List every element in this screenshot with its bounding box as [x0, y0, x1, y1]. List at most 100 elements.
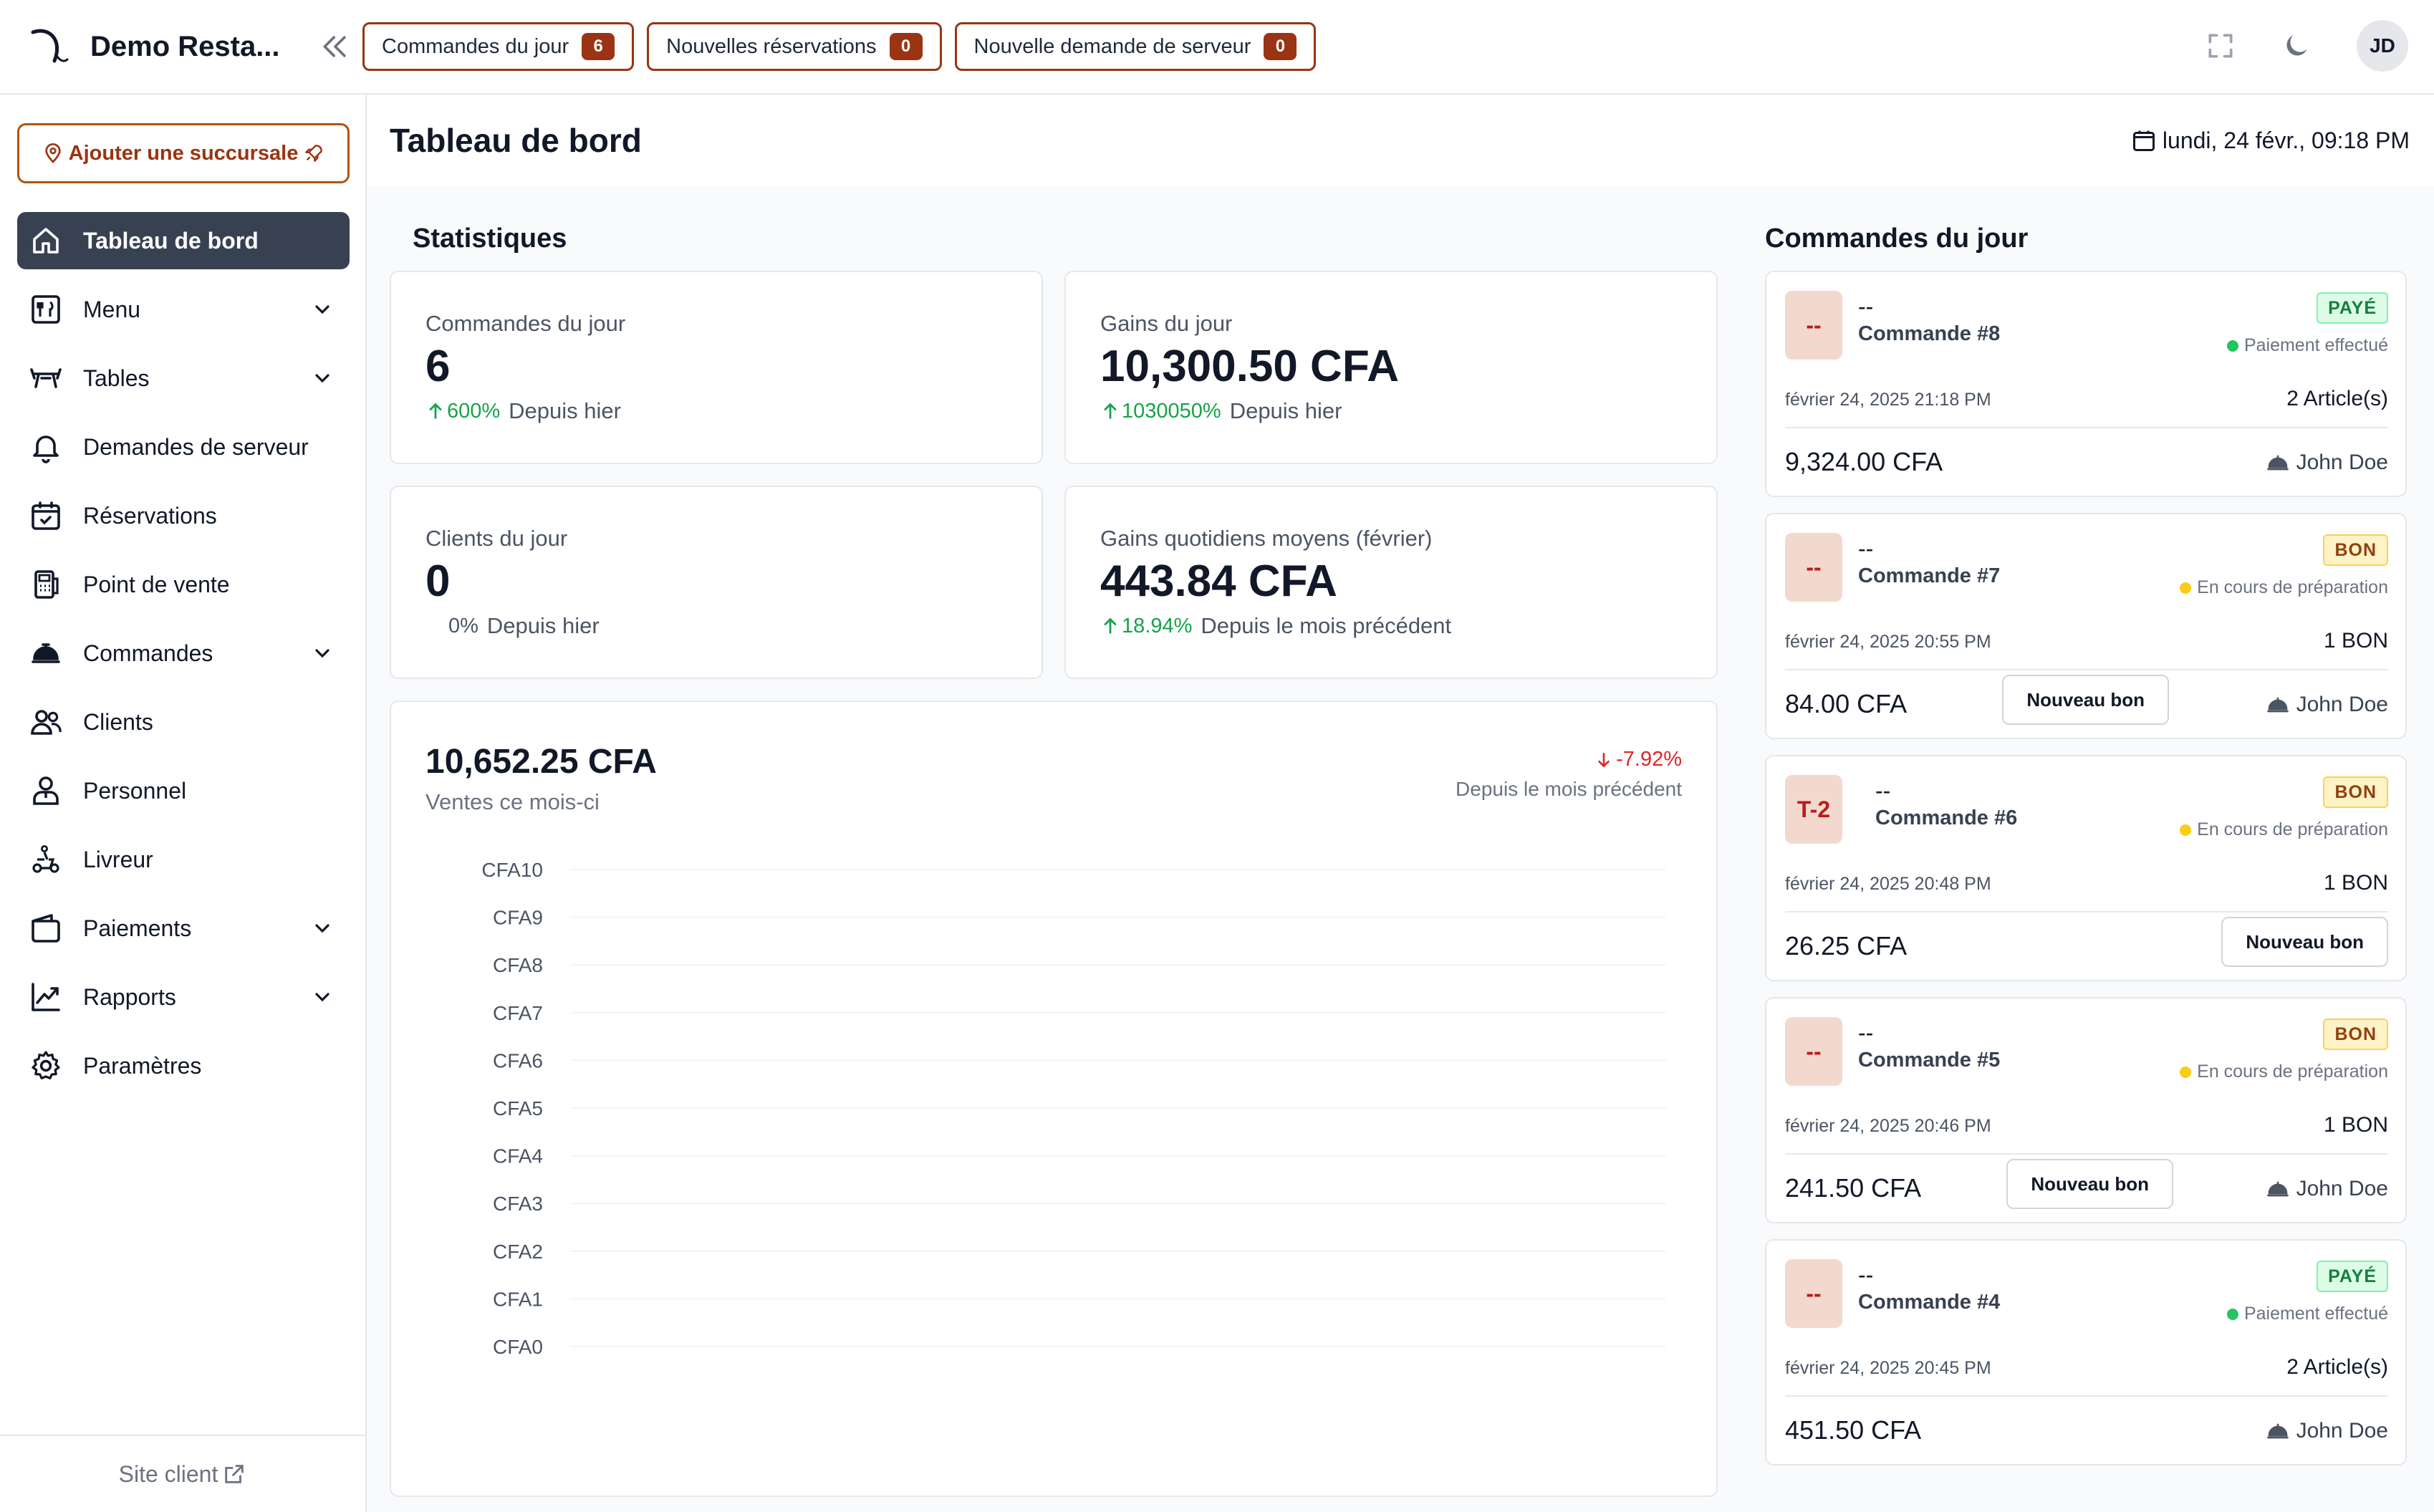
top-bar: Demo Resta... Commandes du jour 6 Nouvel…: [0, 0, 2434, 95]
table-icon: [30, 368, 62, 388]
sidebar-item-staff[interactable]: Personnel: [17, 762, 350, 819]
stat-card-today-orders: Commandes du jour 6 600% Depuis hier: [390, 271, 1043, 464]
order-items: 1 BON: [2323, 1113, 2388, 1137]
divider: [1785, 427, 2388, 428]
sales-delta-label: Depuis le mois précédent: [1456, 778, 1682, 800]
sidebar-item-label: Tableau de bord: [83, 227, 259, 254]
chevron-down-icon[interactable]: [311, 917, 334, 940]
sidebar-item-label: Demandes de serveur: [83, 433, 309, 460]
sidebar-item-clients[interactable]: Clients: [17, 693, 350, 751]
order-card[interactable]: -- -- Commande #7 BON En cours de préparatio…: [1765, 513, 2407, 739]
client-site-link[interactable]: Site client: [0, 1435, 365, 1512]
today-orders-count: 6: [582, 33, 615, 60]
cloche-icon: [2266, 1423, 2289, 1439]
order-client: --: [1875, 778, 1891, 804]
divider: [1785, 1395, 2388, 1397]
chart-y-tick-label: CFA10: [481, 859, 543, 881]
stat-label: Clients du jour: [425, 526, 568, 551]
menu-book-icon: [32, 295, 60, 324]
order-state-text: Paiement effectué: [2243, 335, 2388, 355]
order-status-badge: BON: [2323, 776, 2388, 808]
stat-card-avg-earnings: Gains quotidiens moyens (février) 443.84…: [1064, 486, 1718, 679]
sidebar-item-orders[interactable]: Commandes: [17, 625, 350, 682]
stat-label: Gains quotidiens moyens (février): [1100, 526, 1433, 551]
new-reservations-button[interactable]: Nouvelles réservations 0: [647, 22, 942, 71]
sidebar-item-label: Clients: [83, 708, 153, 735]
order-waiter-name: John Doe: [2296, 693, 2388, 716]
avatar[interactable]: JD: [2357, 20, 2408, 72]
chevron-down-icon[interactable]: [311, 986, 334, 1008]
sidebar-item-delivery[interactable]: Livreur: [17, 831, 350, 888]
sales-delta-value: -7.92%: [1616, 748, 1682, 771]
sidebar-item-label: Paiements: [83, 915, 192, 941]
today-orders-button[interactable]: Commandes du jour 6: [362, 22, 635, 71]
stat-delta-value: 600%: [447, 399, 501, 423]
order-table-badge: --: [1785, 1017, 1842, 1086]
order-status-badge: BON: [2323, 534, 2388, 566]
order-client: --: [1858, 536, 1874, 562]
order-number: Commande #8: [1858, 322, 2001, 345]
top-right-controls: JD: [2205, 20, 2408, 72]
monthly-sales-card: 10,652.25 CFA Ventes ce mois-ci -7.92% D…: [390, 700, 1718, 1497]
stat-card-today-earnings: Gains du jour 10,300.50 CFA 1030050% Dep…: [1064, 271, 1718, 464]
stat-delta: 0% Depuis hier: [425, 613, 600, 639]
sales-subtitle: Ventes ce mois-ci: [425, 789, 600, 814]
sidebar-item-menu[interactable]: Menu: [17, 281, 350, 338]
sidebar-item-waiter-requests[interactable]: Demandes de serveur: [17, 418, 350, 476]
order-datetime: février 24, 2025 20:46 PM: [1785, 1116, 1991, 1136]
order-state-text: En cours de préparation: [2197, 1061, 2388, 1082]
order-waiter-name: John Doe: [2296, 451, 2388, 474]
sidebar: Ajouter une succursale Tableau de bord M…: [0, 95, 367, 1512]
sidebar-item-label: Point de vente: [83, 571, 230, 597]
sidebar-item-tables[interactable]: Tables: [17, 350, 350, 407]
rocket-icon: [305, 145, 323, 162]
order-datetime: février 24, 2025 21:18 PM: [1785, 390, 1991, 410]
page-header: Tableau de bord lundi, 24 févr., 09:18 P…: [367, 95, 2434, 186]
order-waiter: John Doe: [2265, 1418, 2388, 1444]
chevron-down-icon[interactable]: [311, 642, 334, 665]
new-bon-button[interactable]: Nouveau bon: [2006, 1159, 2173, 1209]
stat-value: 0: [425, 557, 451, 606]
stat-value: 10,300.50 CFA: [1100, 342, 1400, 391]
new-bon-button[interactable]: Nouveau bon: [2221, 917, 2388, 967]
stat-label: Commandes du jour: [425, 311, 626, 336]
new-bon-button[interactable]: Nouveau bon: [2002, 675, 2169, 725]
chevron-down-icon[interactable]: [311, 298, 334, 321]
chevron-down-icon[interactable]: [311, 367, 334, 390]
sidebar-item-settings[interactable]: Paramètres: [17, 1037, 350, 1094]
order-items: 2 Article(s): [2286, 387, 2388, 410]
sidebar-item-payments[interactable]: Paiements: [17, 900, 350, 957]
chart-y-tick-label: CFA4: [493, 1145, 543, 1167]
sidebar-item-pos[interactable]: Point de vente: [17, 556, 350, 613]
sidebar-item-reservations[interactable]: Réservations: [17, 487, 350, 544]
chart-y-tick-label: CFA2: [493, 1241, 543, 1263]
moon-icon[interactable]: [2281, 30, 2312, 62]
chart-y-tick-label: CFA6: [493, 1049, 543, 1072]
today-orders-title: Commandes du jour: [1765, 223, 2029, 254]
order-card[interactable]: -- -- Commande #4 PAYÉ Paiement effectué févr…: [1765, 1239, 2407, 1465]
order-waiter: John Doe: [2265, 692, 2388, 718]
order-waiter: John Doe: [2265, 1176, 2388, 1202]
sidebar-nav: Tableau de bord Menu Tables Demandes de …: [17, 212, 350, 1106]
order-card[interactable]: -- -- Commande #5 BON En cours de préparatio…: [1765, 997, 2407, 1223]
collapse-sidebar-icon[interactable]: [319, 31, 351, 62]
order-state: En cours de préparation: [2180, 1061, 2388, 1082]
order-state-dot: [2180, 824, 2192, 836]
sidebar-item-reports[interactable]: Rapports: [17, 968, 350, 1026]
order-number: Commande #7: [1858, 564, 2001, 587]
order-state: Paiement effectué: [2226, 1304, 2388, 1324]
home-icon: [33, 228, 59, 254]
order-card[interactable]: T-2 -- Commande #6 BON En cours de préparati…: [1765, 755, 2407, 981]
order-table-badge: --: [1785, 291, 1842, 360]
waiter-request-button[interactable]: Nouvelle demande de serveur 0: [954, 22, 1317, 71]
stat-delta-value: 0%: [448, 614, 478, 637]
stat-delta-value: 1030050%: [1122, 399, 1221, 423]
order-card[interactable]: -- -- Commande #8 PAYÉ Paiement effectué févr…: [1765, 271, 2407, 497]
sidebar-item-dashboard[interactable]: Tableau de bord: [17, 212, 350, 269]
divider: [1785, 669, 2388, 670]
add-branch-button[interactable]: Ajouter une succursale: [17, 123, 350, 183]
fullscreen-icon[interactable]: [2205, 30, 2236, 62]
stat-delta: 18.94% Depuis le mois précédent: [1100, 613, 1451, 639]
waiter-request-label: Nouvelle demande de serveur: [973, 34, 1251, 58]
sidebar-item-label: Commandes: [83, 640, 213, 666]
